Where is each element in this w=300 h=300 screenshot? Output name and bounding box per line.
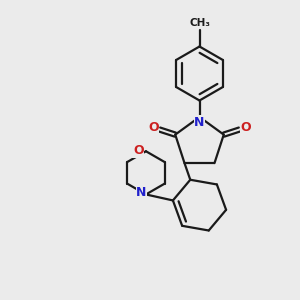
Text: O: O (148, 121, 159, 134)
Text: O: O (133, 144, 144, 157)
Text: N: N (194, 116, 205, 129)
Text: N: N (136, 186, 147, 200)
Text: O: O (240, 121, 251, 134)
Text: CH₃: CH₃ (190, 17, 211, 28)
